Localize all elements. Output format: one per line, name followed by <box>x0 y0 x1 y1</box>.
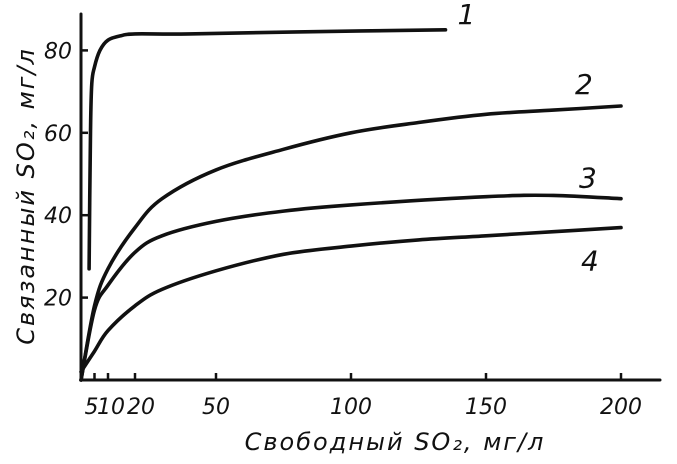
y-tick-label: 60 <box>44 122 72 147</box>
series-lines <box>79 28 623 382</box>
x-tick-label: 10 <box>97 395 125 420</box>
x-tick-label: 150 <box>465 395 507 420</box>
series-label-2: 2 <box>575 68 593 101</box>
series-labels: 1 2 3 4 <box>458 0 599 278</box>
y-tick-label: 20 <box>44 287 72 312</box>
x-tick-label: 5 <box>85 395 99 420</box>
x-tick-label: 200 <box>600 395 642 420</box>
y-axis-label: Связанный SO₂, мг/л <box>12 47 40 345</box>
x-tick-label: 50 <box>202 395 230 420</box>
series-line-2 <box>79 104 623 382</box>
series-line-1 <box>87 28 448 271</box>
series-line-3 <box>79 193 623 382</box>
ticks <box>81 49 623 380</box>
series-label-4: 4 <box>581 245 599 278</box>
y-tick-label: 40 <box>44 204 72 229</box>
x-tick-label: 100 <box>330 395 372 420</box>
series-label-3: 3 <box>579 162 597 195</box>
series-line-4 <box>79 225 623 374</box>
series-label-1: 1 <box>458 0 476 31</box>
x-axis-label: Свободный SO₂, мг/л <box>245 428 546 456</box>
axes <box>79 12 662 382</box>
y-tick-label: 80 <box>44 39 72 64</box>
x-tick-label: 20 <box>127 395 155 420</box>
